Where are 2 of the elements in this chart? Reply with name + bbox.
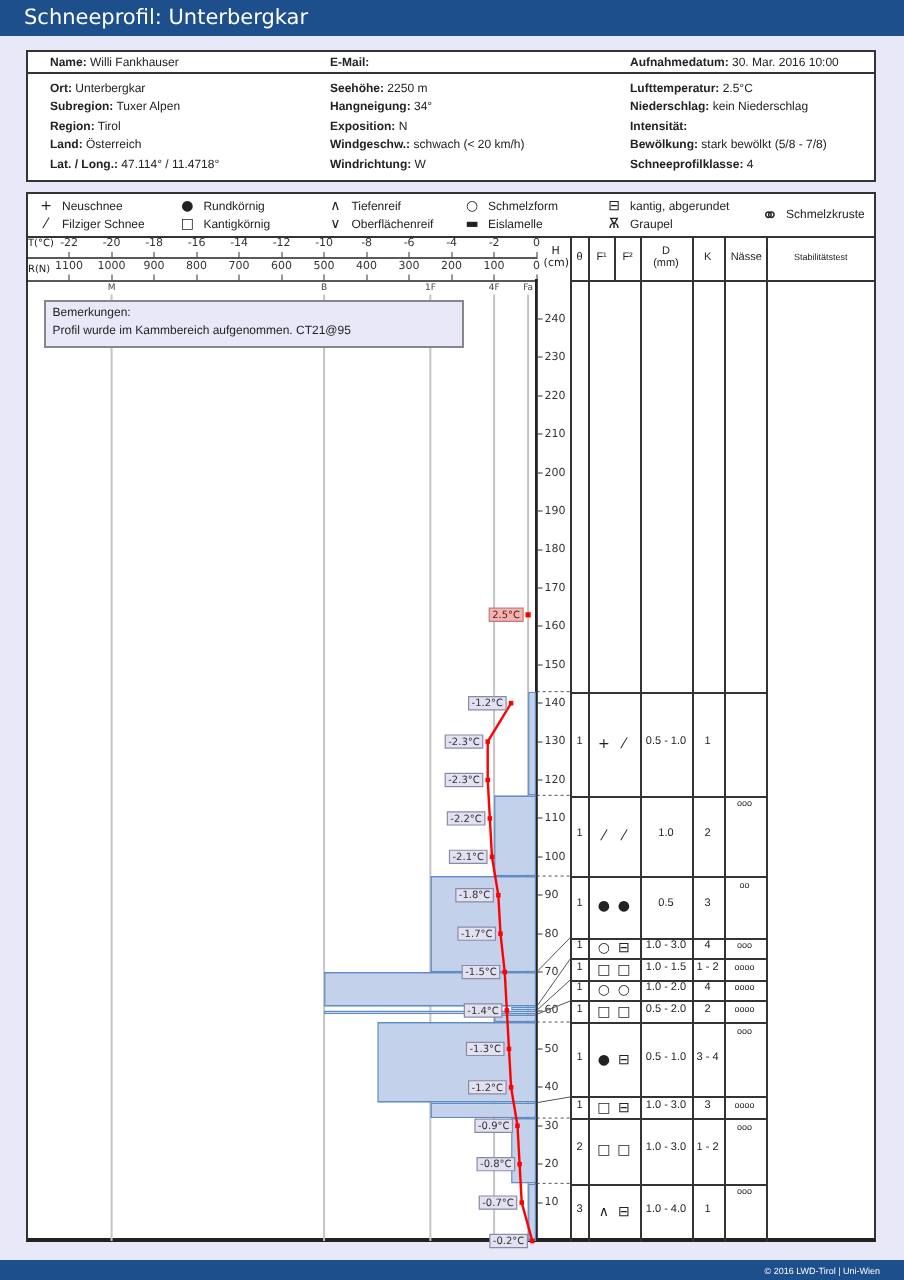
text: ⚭ bbox=[759, 206, 781, 229]
text: Schneeprofil: Unterbergkar bbox=[24, 3, 309, 33]
